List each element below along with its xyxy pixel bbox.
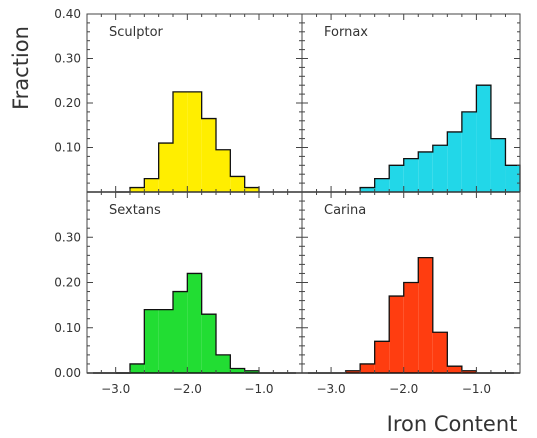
bar-sculptor-5	[187, 91, 202, 193]
bar-sculptor-6	[201, 118, 216, 192]
ytick-label-sculptor: 0.30	[54, 52, 81, 66]
bar-sculptor-2	[144, 178, 159, 192]
panel-sculptor: 0.40 0.30 0.20 0.10 Sculptor	[54, 7, 303, 193]
bar-fornax-9	[490, 138, 506, 192]
bar-fornax-0	[360, 187, 375, 192]
bar-fornax-8	[476, 85, 491, 192]
bar-sextans-2	[144, 309, 159, 373]
outline-sextans	[115, 272, 260, 374]
bar-sculptor-1	[130, 187, 145, 192]
bar-sculptor-3	[158, 143, 173, 192]
bar-carina-5	[418, 257, 433, 373]
bar-fornax-5	[432, 145, 448, 192]
bar-fornax-1	[374, 178, 390, 192]
bar-carina-4	[403, 282, 419, 373]
bar-sextans-9	[244, 370, 259, 373]
bar-carina-3	[389, 296, 404, 373]
bar-sextans-7	[216, 354, 231, 373]
panel-sextans: 0.30 0.20 0.10 0.00 −3.0 −2.0 −1.0 Sextans	[54, 191, 303, 396]
bar-carina-1	[360, 363, 375, 373]
panel-title-sextans: Sextans	[109, 203, 161, 218]
xtick-label-sextans: −3.0	[101, 382, 130, 396]
ytick-label-sextans: 0.10	[54, 321, 81, 335]
xtick-label-carina: −2.0	[389, 382, 418, 396]
bar-sextans-6	[201, 314, 216, 373]
bar-carina-7	[447, 366, 462, 373]
xtick-label-carina: −1.0	[462, 382, 491, 396]
outline-sculptor	[115, 91, 260, 193]
bar-fornax-7	[461, 111, 477, 192]
ytick-label-sextans: 0.20	[54, 276, 81, 290]
x-axis-label: Iron Content	[387, 412, 518, 436]
xtick-label-carina: −3.0	[316, 382, 345, 396]
bar-sextans-3	[158, 309, 173, 373]
outline-fornax	[359, 84, 521, 192]
y-axis-label: Fraction	[9, 26, 33, 110]
bar-fornax-2	[389, 165, 404, 192]
bar-fornax-3	[403, 158, 419, 193]
bar-sextans-4	[173, 291, 188, 373]
ytick-label-sextans: 0.00	[54, 366, 81, 380]
bar-sextans-5	[187, 273, 202, 373]
bar-carina-0	[345, 370, 361, 373]
bar-sextans-8	[230, 368, 245, 373]
bar-fornax-6	[447, 131, 462, 192]
ytick-label-sculptor: 0.10	[54, 141, 81, 155]
bar-sculptor-8	[230, 176, 245, 192]
panel-title-sculptor: Sculptor	[109, 25, 164, 40]
bar-carina-6	[432, 332, 448, 373]
bar-carina-2	[374, 341, 390, 373]
bar-fornax-4	[418, 151, 433, 192]
panel-carina: −3.0 −2.0 −1.0 Carina	[301, 191, 521, 396]
bar-sculptor-7	[216, 149, 231, 192]
bar-sculptor-9	[244, 187, 259, 192]
xtick-label-sextans: −1.0	[244, 382, 273, 396]
ytick-label-sextans: 0.30	[54, 230, 81, 244]
panel-fornax: Fornax	[301, 13, 521, 193]
panel-title-fornax: Fornax	[324, 25, 368, 40]
outline-carina	[344, 256, 478, 373]
bar-sextans-1	[130, 363, 145, 373]
bar-fornax-10	[505, 165, 520, 192]
xtick-label-sextans: −2.0	[173, 382, 202, 396]
ytick-label-sculptor: 0.40	[54, 7, 81, 21]
ytick-label-sculptor: 0.20	[54, 96, 81, 110]
bar-sculptor-4	[173, 91, 188, 193]
panel-title-carina: Carina	[324, 203, 366, 218]
bar-carina-8	[461, 370, 477, 373]
